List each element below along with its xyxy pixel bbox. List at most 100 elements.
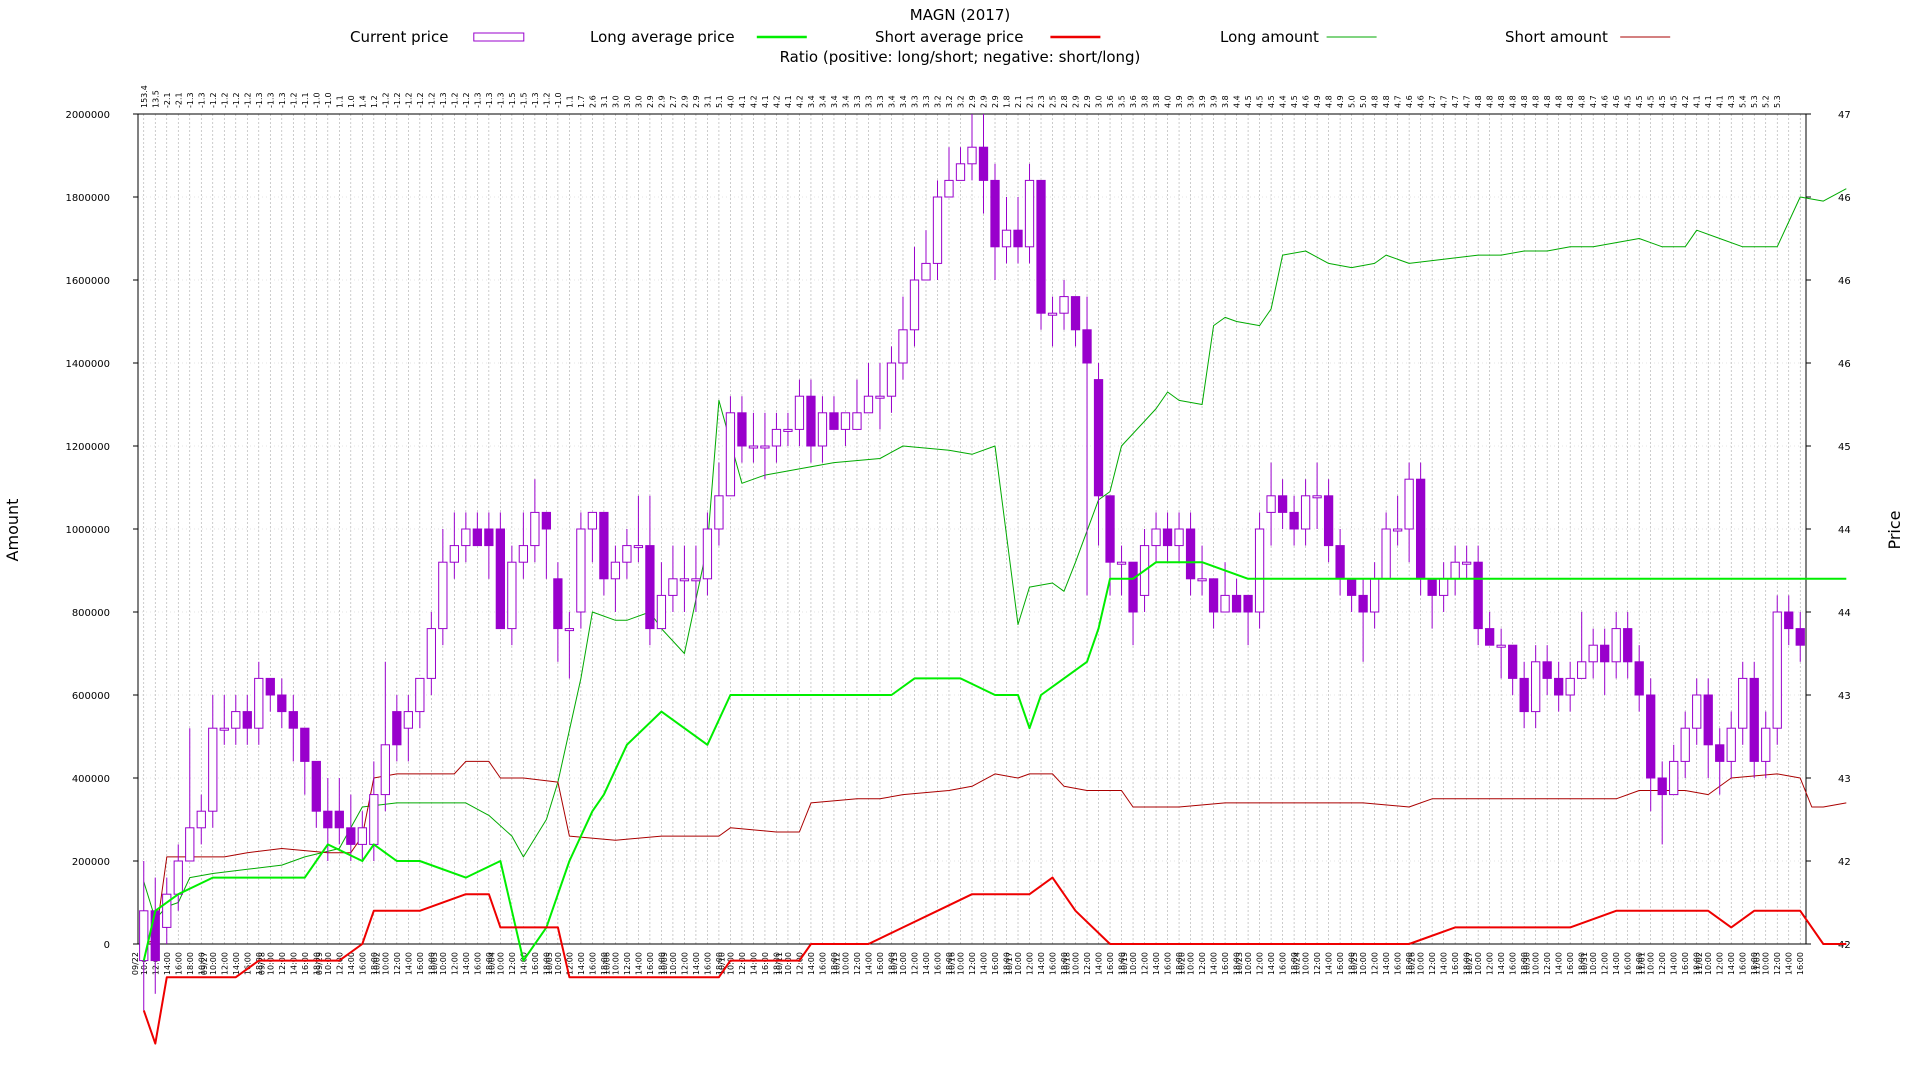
ratio-label: 3.9 [1187, 95, 1196, 108]
x-tick-label-date: 09/27 [200, 952, 209, 975]
ratio-label: -1.2 [243, 92, 252, 108]
ratio-label: 3.0 [634, 95, 643, 108]
x-tick-label-hour: 14:00 [1497, 952, 1506, 975]
legend-label: Short average price [875, 28, 1024, 46]
series-line-long-amount [143, 188, 1847, 920]
x-tick-label-hour: 14:00 [1555, 952, 1564, 975]
candle-body [1047, 312, 1058, 316]
x-tick-label-hour: 12:00 [1026, 952, 1035, 975]
x-tick-label-date: 10/10 [717, 952, 726, 975]
y-axis-label-right: Price [1885, 510, 1904, 549]
legend-label: Current price [350, 28, 448, 46]
ratio-label: -1.3 [473, 92, 482, 108]
x-tick-label-hour: 14:00 [1152, 952, 1161, 975]
ratio-label: 2.9 [680, 95, 689, 108]
x-tick-label-hour: 12:00 [968, 952, 977, 975]
x-tick-label-hour: 18:00 [1635, 952, 1644, 975]
ratio-label: 5.0 [1359, 95, 1368, 108]
x-tick-label-hour: 18:00 [657, 952, 666, 975]
y-tick-label-left: 1600000 [65, 276, 110, 287]
candle-body [921, 262, 931, 281]
ratio-label: 4.5 [1635, 95, 1644, 108]
ratio-label: 3.9 [1175, 95, 1184, 108]
x-tick-label-hour: 10:00 [439, 952, 448, 975]
x-tick-label-hour: 14:00 [1727, 952, 1736, 975]
ratio-label: -1.0 [324, 92, 333, 108]
x-tick-label-hour: 16:00 [1624, 952, 1633, 975]
x-tick-label-hour: 16:00 [416, 952, 425, 975]
legend-label: Long average price [590, 28, 735, 46]
x-tick-label-hour: 16:00 [818, 952, 827, 975]
x-tick-label-hour: 14:00 [1325, 952, 1334, 975]
x-tick-label-date: 10/11 [775, 952, 784, 975]
candle-body [840, 412, 851, 430]
ratio-label: 4.8 [1382, 95, 1391, 108]
candle-body [438, 561, 448, 630]
y-ticks-left: 0 200000 400000 600000 800000 1000000 1200000 1… [65, 110, 138, 951]
ratio-label: 3.1 [600, 95, 609, 108]
x-tick-label-hour: 12:00 [1141, 952, 1150, 975]
ratio-label: 2.9 [968, 95, 977, 108]
x-tick-label-hour: 18:00 [370, 952, 379, 975]
grid [138, 113, 1806, 945]
ratio-label: -1.2 [450, 92, 459, 108]
candle-body [760, 445, 770, 449]
x-tick-label-date: 10/06 [602, 952, 611, 975]
ratio-label: 3.4 [807, 95, 816, 108]
x-tick-label-date: 10/25 [1350, 952, 1359, 975]
candle-body [1116, 561, 1127, 565]
x-tick-label-hour: 14:00 [1612, 952, 1621, 975]
x-tick-label-hour: 12:00 [1371, 952, 1380, 975]
ratio-label: 4.5 [1256, 95, 1265, 108]
candle-body [886, 362, 897, 397]
x-tick-label-hour: 12:00 [680, 952, 689, 975]
x-tick-label-hour: 16:00 [243, 952, 252, 975]
candle-body [1496, 644, 1506, 648]
ratio-label: -1.2 [427, 92, 436, 108]
x-tick-label-hour: 16:00 [1796, 952, 1805, 975]
ratio-label: 4.8 [1371, 95, 1380, 108]
candle-body [1634, 661, 1644, 696]
candle-body [1646, 694, 1656, 779]
candle-body [564, 628, 575, 632]
candle-body [1381, 528, 1391, 580]
ratio-label: 3.5 [1118, 95, 1127, 108]
ratio-label: 4.2 [1681, 95, 1690, 108]
candle-body [1692, 694, 1702, 729]
average-price-lines [142, 561, 1847, 1045]
candle-body [1358, 594, 1368, 613]
x-tick-label-date: 10/24 [1293, 952, 1302, 975]
x-tick-label-hour: 10:00 [381, 952, 390, 975]
candle-body [185, 827, 195, 862]
candle-body [990, 179, 1000, 248]
ratio-labels: 153.4 13.5 -2.1 -2.1 -1.3 -1.3 -1.2 -1.2 -1.2 -1.… [140, 85, 1782, 108]
ratio-label: -1.2 [462, 92, 471, 108]
ratio-label: -2.1 [163, 92, 172, 108]
x-tick-label-date: 10/16 [947, 952, 956, 975]
ratio-label: 4.5 [1670, 95, 1679, 108]
candle-body [196, 810, 206, 829]
candle-body [1577, 661, 1587, 679]
candle-body [1772, 611, 1782, 729]
candle-body [1542, 661, 1552, 679]
x-tick-label-hour: 10:00 [1244, 952, 1253, 975]
ratio-label: 4.6 [1405, 95, 1414, 108]
x-tick-label-hour: 16:00 [703, 952, 712, 975]
x-tick-label-date: 10/02 [372, 952, 381, 975]
x-tick-label-hour: 18:00 [1233, 952, 1242, 975]
x-tick-label-hour: 16:00 [588, 952, 597, 975]
y-tick-label-right: 46 [1838, 193, 1851, 204]
y-ticks-right: 42 42 43 43 44 44 45 46 46 46 47 [1806, 110, 1851, 951]
x-tick-label-date: 10/30 [1523, 952, 1532, 975]
ratio-label: -1.3 [278, 92, 287, 108]
candle-body [311, 760, 321, 812]
ratio-label: 4.4 [1279, 95, 1288, 108]
candle-body [277, 694, 287, 713]
x-tick-label-hour: 12:00 [1716, 952, 1725, 975]
candle-body [1669, 760, 1679, 796]
x-tick-label-hour: 10:00 [266, 952, 275, 975]
ratio-label: 2.8 [1060, 95, 1069, 108]
ratio-label: -2.1 [174, 92, 183, 108]
x-tick-label-hour: 10:00 [1417, 952, 1426, 975]
ratio-label: 3.3 [910, 95, 919, 108]
